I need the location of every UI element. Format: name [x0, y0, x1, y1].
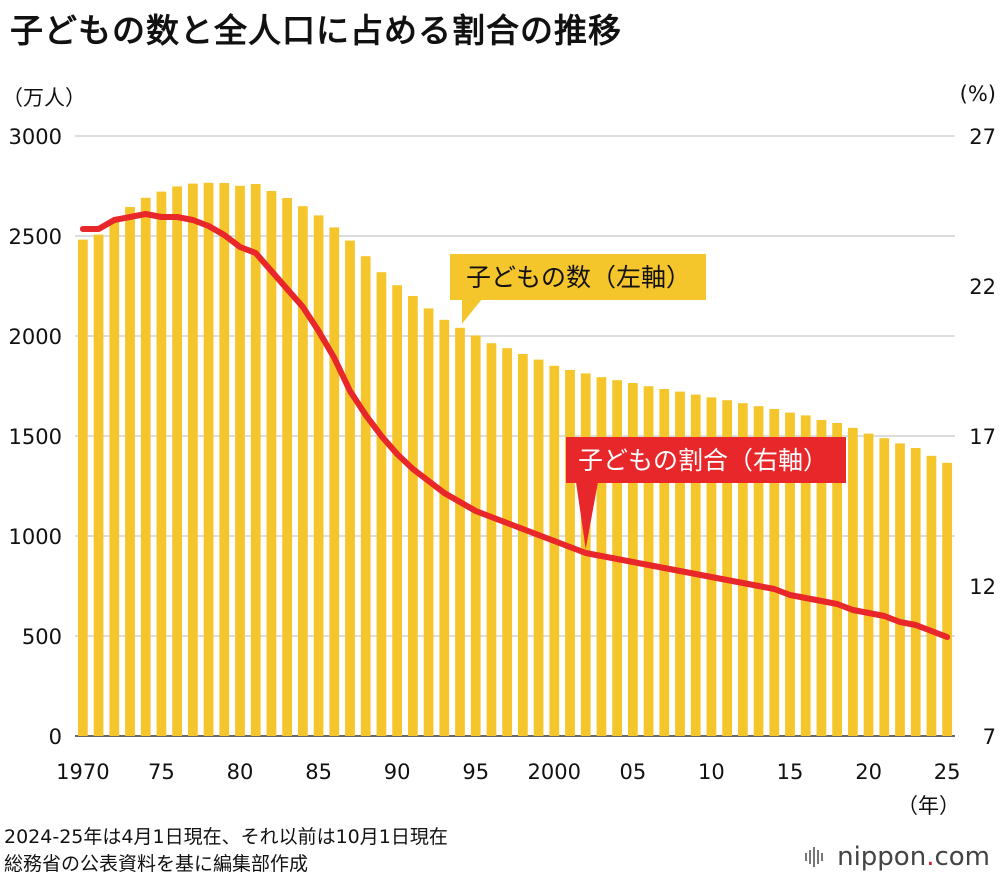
bar: [455, 327, 465, 736]
left-tick-label: 3000: [9, 125, 62, 149]
bar: [659, 389, 670, 736]
chart-area: 0 500 1000 1500 2000 2500 3000 7 12 17 22 27 1970 75 8…: [9, 125, 996, 784]
bar: [439, 319, 450, 736]
right-tick-label: 12: [969, 575, 996, 599]
callout-bars-pointer: [462, 299, 482, 324]
x-tick-label: 75: [148, 760, 175, 784]
bar: [879, 438, 890, 736]
bar: [140, 197, 151, 737]
left-tick-label: 500: [22, 625, 62, 649]
footnote-date: 2024-25年は4月1日現在、それ以前は10月1日現在: [4, 826, 448, 848]
x-tick-label: 25: [934, 760, 961, 784]
bar: [675, 391, 685, 736]
right-axis-unit: (%): [959, 82, 996, 106]
bar: [565, 370, 575, 736]
left-axis-unit: （万人）: [2, 86, 86, 110]
x-tick-label: 90: [384, 760, 411, 784]
right-tick-label: 7: [983, 725, 996, 749]
x-axis-unit: （年）: [897, 794, 960, 818]
logo-mark-icon: [805, 846, 829, 868]
bar: [942, 462, 953, 736]
left-tick-label: 0: [49, 725, 62, 749]
right-tick-label: 27: [969, 125, 996, 149]
bar: [847, 427, 858, 736]
bar: [690, 394, 701, 736]
bar: [832, 423, 843, 736]
bar: [423, 308, 434, 736]
callout-bars-box: [450, 254, 706, 300]
bar: [895, 443, 905, 736]
bar: [376, 272, 387, 736]
bar: [753, 406, 764, 736]
bar: [313, 215, 324, 736]
bar: [266, 191, 277, 736]
bar: [297, 206, 308, 736]
bar: [235, 185, 245, 737]
bar: [172, 186, 183, 736]
bar: [533, 359, 544, 736]
bar: [926, 455, 937, 736]
bar: [407, 296, 418, 736]
x-tick-label: 80: [227, 760, 254, 784]
bar: [769, 409, 780, 736]
callout-bars-label: 子どもの数（左軸）: [466, 263, 691, 292]
bar: [863, 433, 874, 736]
logo-dot: .: [926, 842, 935, 872]
bar: [282, 198, 293, 736]
bar: [187, 183, 198, 737]
bar: [470, 335, 481, 736]
bar: [910, 448, 921, 736]
x-tick-label: 15: [777, 760, 804, 784]
bar: [203, 182, 214, 737]
bar: [816, 420, 827, 736]
left-tick-label: 1000: [9, 525, 62, 549]
bar: [329, 227, 340, 736]
footnote-source: 総務省の公表資料を基に編集部作成: [4, 853, 309, 875]
bar: [125, 207, 135, 736]
bar: [737, 403, 748, 736]
right-tick-label: 22: [969, 275, 996, 299]
page-title: 子どもの数と全人口に占める割合の推移: [10, 11, 622, 50]
bar: [392, 285, 403, 736]
bar: [219, 183, 230, 736]
x-tick-label: 1970: [56, 760, 109, 784]
x-tick-label: 10: [698, 760, 725, 784]
bar: [345, 240, 355, 736]
bar: [77, 239, 88, 736]
bar: [706, 397, 717, 736]
bar: [722, 400, 733, 736]
bar: [250, 184, 261, 736]
bar: [93, 234, 104, 736]
line-series: [79, 211, 951, 640]
right-tick-label: 17: [969, 425, 996, 449]
callout-line-pointer: [576, 482, 598, 549]
left-tick-label: 2000: [9, 325, 62, 349]
bar: [643, 386, 654, 736]
left-tick-label: 1500: [9, 425, 62, 449]
logo-suffix: com: [934, 842, 990, 872]
x-tick-label: 85: [305, 760, 332, 784]
bar: [360, 256, 371, 736]
callout-line-box: [566, 437, 846, 483]
x-tick-label: 2000: [528, 760, 581, 784]
bar: [502, 348, 513, 736]
x-tick-label: 95: [462, 760, 489, 784]
bar: [156, 191, 167, 737]
bar: [109, 219, 120, 736]
bar: [785, 412, 795, 736]
x-tick-label: 20: [855, 760, 882, 784]
callout-line-label: 子どもの割合（右軸）: [578, 446, 828, 475]
nippon-logo: nippon. com: [805, 842, 990, 872]
left-tick-label: 2500: [9, 225, 62, 249]
bar: [549, 365, 560, 736]
x-tick-label: 05: [619, 760, 646, 784]
bar: [517, 354, 528, 736]
logo-name: nippon: [837, 842, 927, 872]
bar: [486, 343, 497, 736]
bar: [800, 415, 811, 736]
